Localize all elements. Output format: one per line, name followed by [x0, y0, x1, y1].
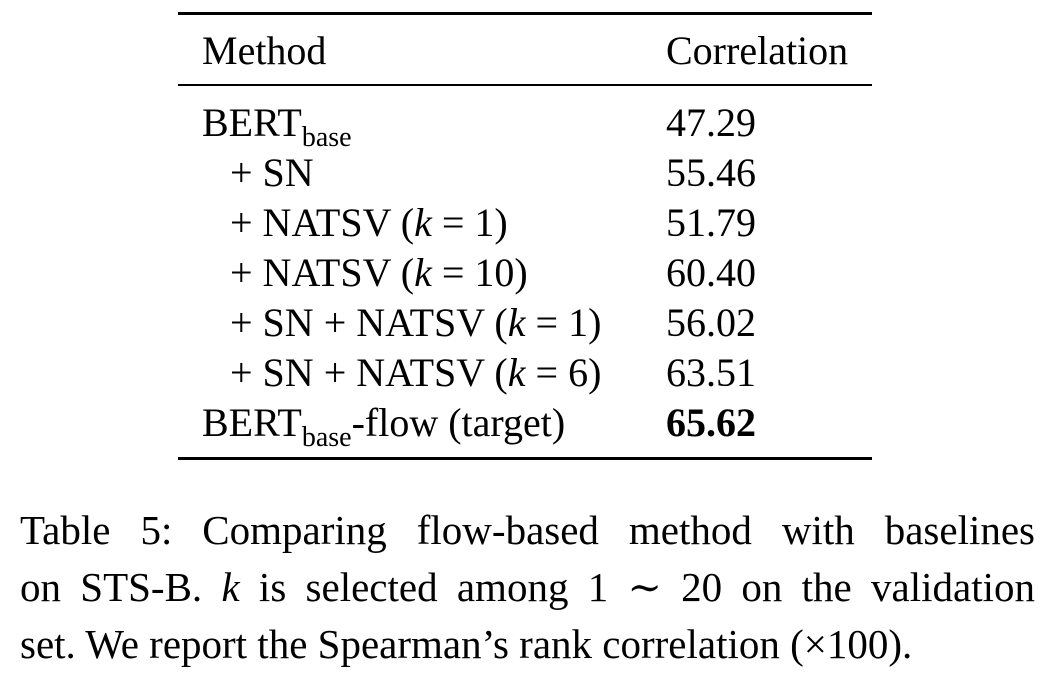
k-variable: k: [507, 300, 526, 345]
method-label-suffix: = 1): [525, 300, 602, 345]
correlation-cell: 63.51: [666, 350, 756, 395]
correlation-cell: 56.02: [666, 300, 756, 345]
method-label: BERT: [202, 400, 302, 445]
header-method: Method: [202, 28, 327, 73]
header-correlation: Correlation: [666, 28, 849, 73]
method-label: + NATSV (: [230, 200, 415, 245]
method-label-suffix: -flow (target): [351, 400, 566, 445]
table-caption: Table 5: Comparing flow-based method wit…: [20, 502, 1035, 673]
correlation-cell: 51.79: [666, 200, 756, 245]
method-label: + SN + NATSV (: [230, 350, 508, 395]
method-label: + NATSV (: [230, 250, 415, 295]
table-top-rule: [178, 12, 872, 15]
k-variable: k: [414, 250, 432, 295]
caption-line: Table 5: Comparing flow-based method wit…: [20, 507, 1035, 553]
correlation-cell-best: 65.62: [666, 400, 756, 445]
method-subscript: base: [301, 122, 352, 153]
table-mid-rule: [178, 84, 872, 86]
method-label-suffix: = 1): [431, 200, 508, 245]
method-label: BERT: [202, 100, 302, 145]
caption-line: on STS-B. k is selected among 1 ∼ 20 on …: [20, 559, 1035, 616]
method-cell: + NATSV (k = 1): [230, 203, 508, 243]
correlation-cell: 60.40: [666, 250, 756, 295]
caption-text: on STS-B.: [20, 564, 222, 610]
k-variable: k: [507, 350, 526, 395]
correlation-cell: 55.46: [666, 150, 756, 195]
caption-text: is selected among 1 ∼ 20 on the validati…: [239, 564, 1035, 610]
k-variable: k: [221, 564, 240, 610]
method-label-suffix: = 10): [431, 250, 528, 295]
method-cell: + SN + NATSV (k = 6): [230, 353, 601, 393]
correlation-cell: 47.29: [666, 100, 756, 145]
method-subscript: base: [301, 422, 352, 453]
method-cell: + SN: [230, 150, 314, 195]
caption-line: set. We report the Spearman’s rank corre…: [20, 621, 913, 667]
method-cell: + NATSV (k = 10): [230, 253, 528, 293]
method-label-suffix: = 6): [525, 350, 602, 395]
k-variable: k: [414, 200, 432, 245]
method-cell: BERTbase: [202, 100, 352, 152]
method-cell: + SN + NATSV (k = 1): [230, 303, 601, 343]
method-label: + SN + NATSV (: [230, 300, 508, 345]
method-cell: BERTbase-flow (target): [202, 400, 566, 452]
table-bottom-rule: [178, 457, 872, 460]
